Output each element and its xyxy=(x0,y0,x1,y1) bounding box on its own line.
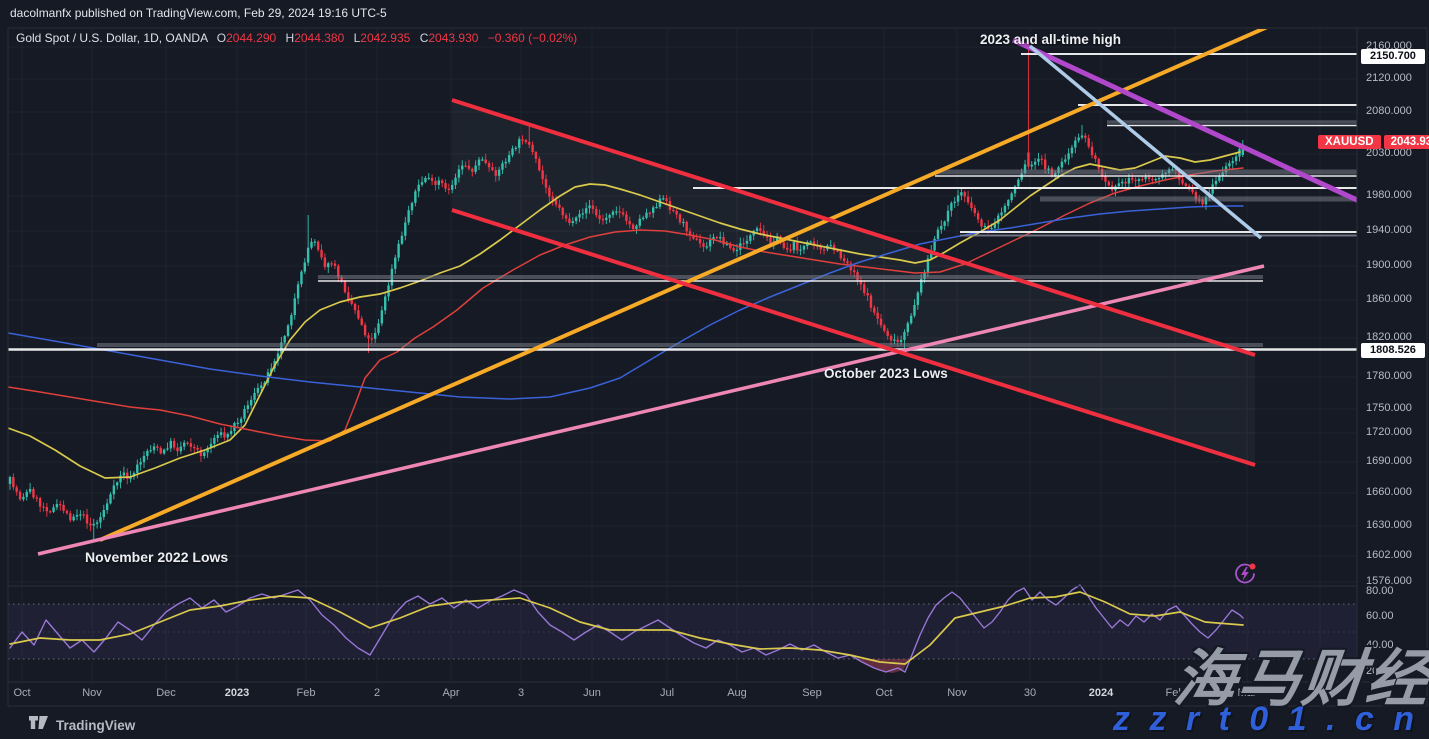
time-tick: 30 xyxy=(1023,687,1037,699)
time-tick: Feb xyxy=(1165,687,1185,699)
time-tick: Oct xyxy=(13,687,31,699)
rsi-tick: 60.00 xyxy=(1366,610,1394,622)
publisher-note: dacolmanfx published on TradingView.com,… xyxy=(10,6,387,20)
price-tick: 1576.000 xyxy=(1366,575,1412,587)
price-tick: 1750.000 xyxy=(1366,402,1412,414)
price-tick: 1980.000 xyxy=(1366,189,1412,201)
high-label: H xyxy=(285,31,295,45)
time-tick: 3 xyxy=(517,687,525,699)
open-value: 2044.290 xyxy=(226,31,277,45)
time-tick: Mar xyxy=(1237,687,1257,699)
rsi-tick: 80.00 xyxy=(1366,585,1394,597)
time-tick: Jun xyxy=(583,687,601,699)
annotation-october-lows: October 2023 Lows xyxy=(824,366,948,381)
price-tick: 1820.000 xyxy=(1366,331,1412,343)
time-tick: Apr xyxy=(442,687,460,699)
time-tick: Aug xyxy=(727,687,747,699)
symbol-tag: XAUUSD xyxy=(1318,135,1381,149)
change-value: −0.360 (−0.02%) xyxy=(487,31,578,45)
price-tick: 2120.000 xyxy=(1366,72,1412,84)
price-tick: 1602.000 xyxy=(1366,549,1412,561)
close-label: C xyxy=(419,31,429,45)
time-tick: 2024 xyxy=(1088,687,1114,699)
price-tick: 1780.000 xyxy=(1366,370,1412,382)
price-tick: 2030.000 xyxy=(1366,147,1412,159)
time-tick: Sep xyxy=(802,687,822,699)
low-label: L xyxy=(353,31,361,45)
last-price-value: 2043.930 xyxy=(1383,135,1429,149)
low-value: 2042.935 xyxy=(360,31,411,45)
tradingview-brand-text: TradingView xyxy=(56,717,136,733)
time-tick: Apr xyxy=(1311,687,1329,699)
flash-reaction-icon[interactable] xyxy=(1231,560,1259,588)
low-price-badge: 1808.526 xyxy=(1361,343,1425,358)
price-tick: 1630.000 xyxy=(1366,519,1412,531)
price-tick: 1660.000 xyxy=(1366,486,1412,498)
ath-price-badge: 2150.700 xyxy=(1361,49,1425,64)
watermark-site: z z r t 0 1 . c n xyxy=(1112,700,1419,738)
tradingview-footer[interactable]: TradingView xyxy=(28,713,135,737)
close-value: 2043.930 xyxy=(428,31,479,45)
time-tick: Jul xyxy=(659,687,675,699)
last-price-badge: XAUUSD 2043.930 xyxy=(1318,135,1429,149)
annotation-ath: 2023 and all-time high xyxy=(980,32,1122,47)
price-tick: 1720.000 xyxy=(1366,426,1412,438)
tradingview-logo-icon xyxy=(28,713,49,737)
open-label: O xyxy=(216,31,227,45)
time-tick: Nov xyxy=(947,687,967,699)
rsi-tick: 40.00 xyxy=(1366,639,1394,651)
annotation-november-lows: November 2022 Lows xyxy=(85,549,229,565)
time-tick: Oct xyxy=(875,687,893,699)
price-tick: 2080.000 xyxy=(1366,105,1412,117)
time-tick: 2 xyxy=(373,687,381,699)
price-tick: 1860.000 xyxy=(1366,293,1412,305)
price-tick: 1900.000 xyxy=(1366,259,1412,271)
time-tick: 2023 xyxy=(224,687,250,699)
price-tick: 1940.000 xyxy=(1366,224,1412,236)
high-value: 2044.380 xyxy=(294,31,345,45)
time-tick: Feb xyxy=(296,687,316,699)
symbol-title[interactable]: Gold Spot / U.S. Dollar, 1D, OANDA xyxy=(16,31,208,45)
price-tick: 1690.000 xyxy=(1366,455,1412,467)
chart-legend[interactable]: Gold Spot / U.S. Dollar, 1D, OANDA O2044… xyxy=(16,31,577,45)
time-tick: Nov xyxy=(82,687,102,699)
time-tick: Dec xyxy=(156,687,176,699)
rsi-tick: 20.00 xyxy=(1366,665,1394,677)
